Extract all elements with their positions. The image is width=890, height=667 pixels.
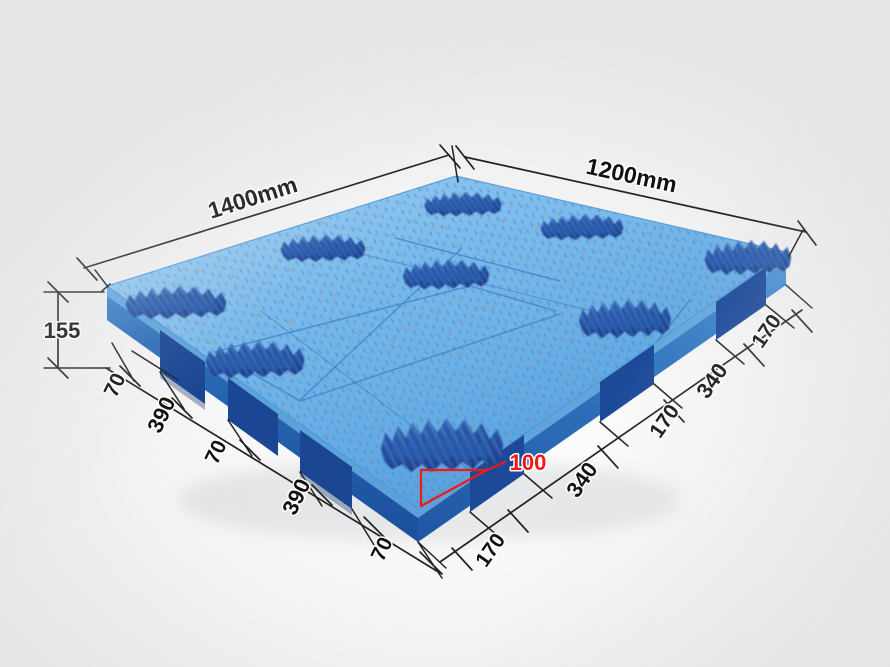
dim-label-155: 155 <box>44 318 81 343</box>
pallet-deck-top <box>105 175 788 509</box>
dim-100-highlight: 100 <box>419 449 548 508</box>
dim-label-100: 100 <box>510 450 547 475</box>
dim-label-1200: 1200mm <box>584 153 679 198</box>
pallet-leg-shadows <box>160 372 352 515</box>
dim-label-right-170-b: 170 <box>645 400 684 442</box>
dim-label-left-390-a: 390 <box>142 393 181 437</box>
dim-label-left-70-a: 70 <box>100 370 131 401</box>
dim-label-right-340-b: 340 <box>691 358 733 402</box>
pallet-front-left-skirt <box>107 286 418 542</box>
dim-155-height: 155 <box>42 281 111 379</box>
pallet-front-right-skirt <box>418 252 786 542</box>
